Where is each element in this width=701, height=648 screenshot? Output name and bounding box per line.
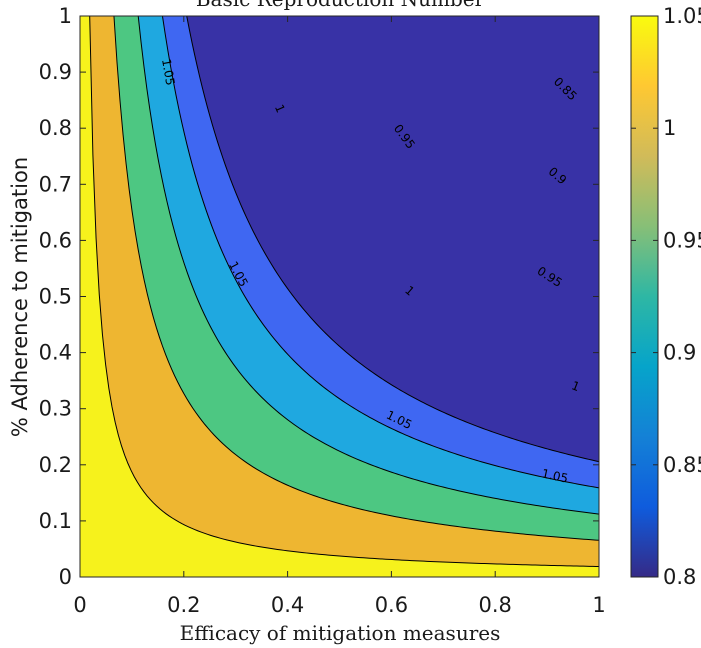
contour-line <box>113 16 599 541</box>
x-tick-label: 1 <box>592 593 605 617</box>
y-tick-label: 0 <box>59 565 72 589</box>
colorbar-tick-label: 1.05 <box>663 4 701 28</box>
contour-band <box>186 16 599 462</box>
contour-lines <box>89 16 599 568</box>
colorbar-ticks: 0.8 0.85 0.9 0.95 1 1.05 <box>631 4 701 589</box>
contour-line <box>161 16 599 489</box>
y-tick-label: 0.5 <box>39 285 72 309</box>
y-tick-label: 0.6 <box>39 228 72 252</box>
x-axis-label: Efficacy of mitigation measures <box>180 621 501 645</box>
y-tick-label: 0.2 <box>39 453 72 477</box>
y-tick-label: 0.8 <box>39 116 72 140</box>
colorbar: 0.8 0.85 0.9 0.95 1 1.05 <box>630 4 701 589</box>
y-axis-label: % Adherence to mitigation <box>8 157 32 437</box>
x-axis-ticks: 0 0.2 0.4 0.6 0.8 1 <box>73 16 606 617</box>
x-tick-label: 0.8 <box>478 593 511 617</box>
colorbar-tick-label: 1 <box>663 116 676 140</box>
contour-label: 1.05 <box>540 466 569 485</box>
contour-line <box>137 16 599 515</box>
y-axis-ticks: 0 0.1 0.2 0.3 0.4 0.5 0.6 0.7 0.8 0.9 1 <box>39 4 599 589</box>
chart-title: Basic Reproduction Number <box>196 0 485 11</box>
colorbar-tick-label: 0.85 <box>663 453 701 477</box>
x-tick-label: 0.6 <box>375 593 408 617</box>
y-tick-label: 0.4 <box>39 341 72 365</box>
contour-line <box>89 16 599 568</box>
contour-label: 1.05 <box>159 58 177 87</box>
x-tick-label: 0.4 <box>271 593 304 617</box>
y-tick-label: 1 <box>59 4 72 28</box>
y-tick-label: 0.1 <box>39 509 72 533</box>
contour-fills <box>80 16 599 577</box>
x-tick-label: 0 <box>73 593 86 617</box>
y-tick-label: 0.9 <box>39 60 72 84</box>
y-tick-label: 0.7 <box>39 172 72 196</box>
colorbar-tick-label: 0.95 <box>663 228 701 252</box>
colorbar-tick-label: 0.9 <box>663 341 696 365</box>
colorbar-tick-label: 0.8 <box>663 565 696 589</box>
colorbar-gradient <box>630 15 659 578</box>
contour-line <box>186 16 599 463</box>
x-tick-label: 0.2 <box>167 593 200 617</box>
y-tick-label: 0.3 <box>39 397 72 421</box>
